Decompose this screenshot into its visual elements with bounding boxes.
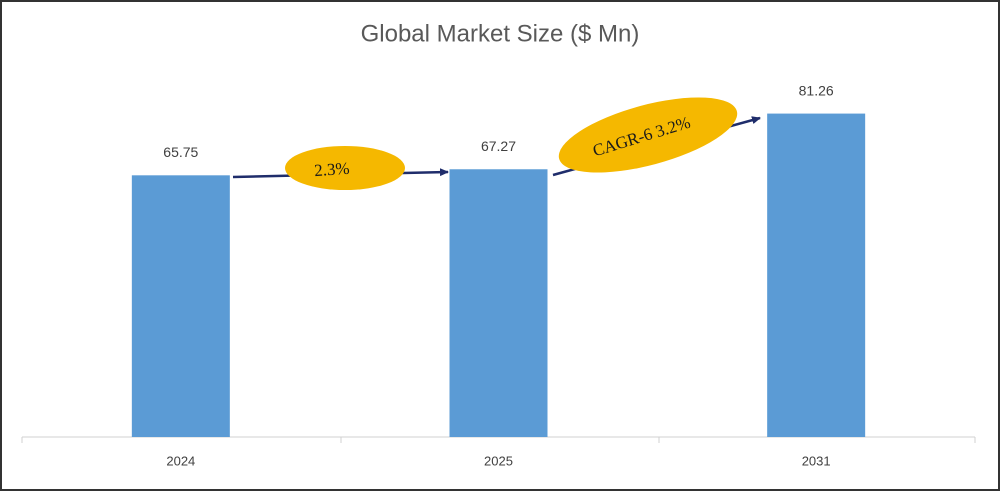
growth-bubble [285, 146, 405, 190]
x-tick-label: 2024 [166, 453, 195, 468]
chart-title: Global Market Size ($ Mn) [361, 20, 640, 47]
x-ticks [21, 437, 976, 443]
bar [767, 113, 866, 437]
x-tick-label: 2031 [802, 453, 831, 468]
cagr-bubble [558, 97, 738, 173]
value-label: 81.26 [799, 82, 834, 98]
value-label: 65.75 [163, 144, 198, 160]
x-tick-label: 2025 [484, 453, 513, 468]
growth-label: 2.3% [314, 159, 351, 180]
bar [449, 169, 548, 438]
value-label: 67.27 [481, 138, 516, 154]
bar [131, 175, 230, 437]
